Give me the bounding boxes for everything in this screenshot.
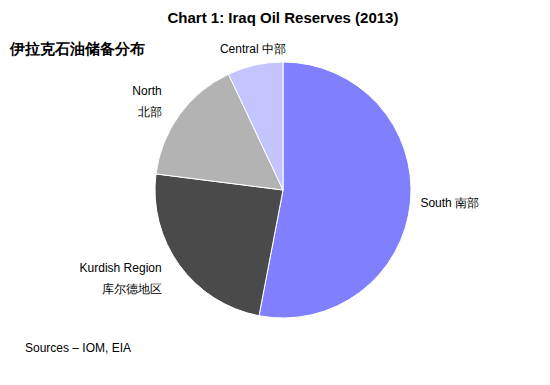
slice-label-line: 库尔德地区 <box>102 282 162 296</box>
slice-label-line: North <box>132 84 161 98</box>
slice-label-line: South 南部 <box>420 196 479 210</box>
slice-label-line: 北部 <box>138 105 162 119</box>
slice-labels: South 南部 Kurdish Region 库尔德地区 North 北部 Centra… <box>80 42 480 295</box>
pie <box>155 62 411 318</box>
slice-label: North 北部 <box>132 84 161 119</box>
title: Chart 1: Iraq Oil Reserves (2013) <box>168 9 399 26</box>
slice-label-line: Kurdish Region <box>80 261 162 275</box>
slice-label: South 南部 <box>420 196 479 210</box>
chart: Chart 1: Iraq Oil Reserves (2013) 伊拉克石油储备… <box>0 0 550 385</box>
pie-slice <box>155 174 283 316</box>
slice-label-line: Central 中部 <box>220 42 286 56</box>
source: Sources – IOM, EIA <box>25 341 131 355</box>
slice-label: Kurdish Region 库尔德地区 <box>80 261 162 296</box>
slice-label: Central 中部 <box>220 42 286 56</box>
subtitle: 伊拉克石油储备分布 <box>9 40 145 57</box>
pie-slice <box>229 62 284 190</box>
